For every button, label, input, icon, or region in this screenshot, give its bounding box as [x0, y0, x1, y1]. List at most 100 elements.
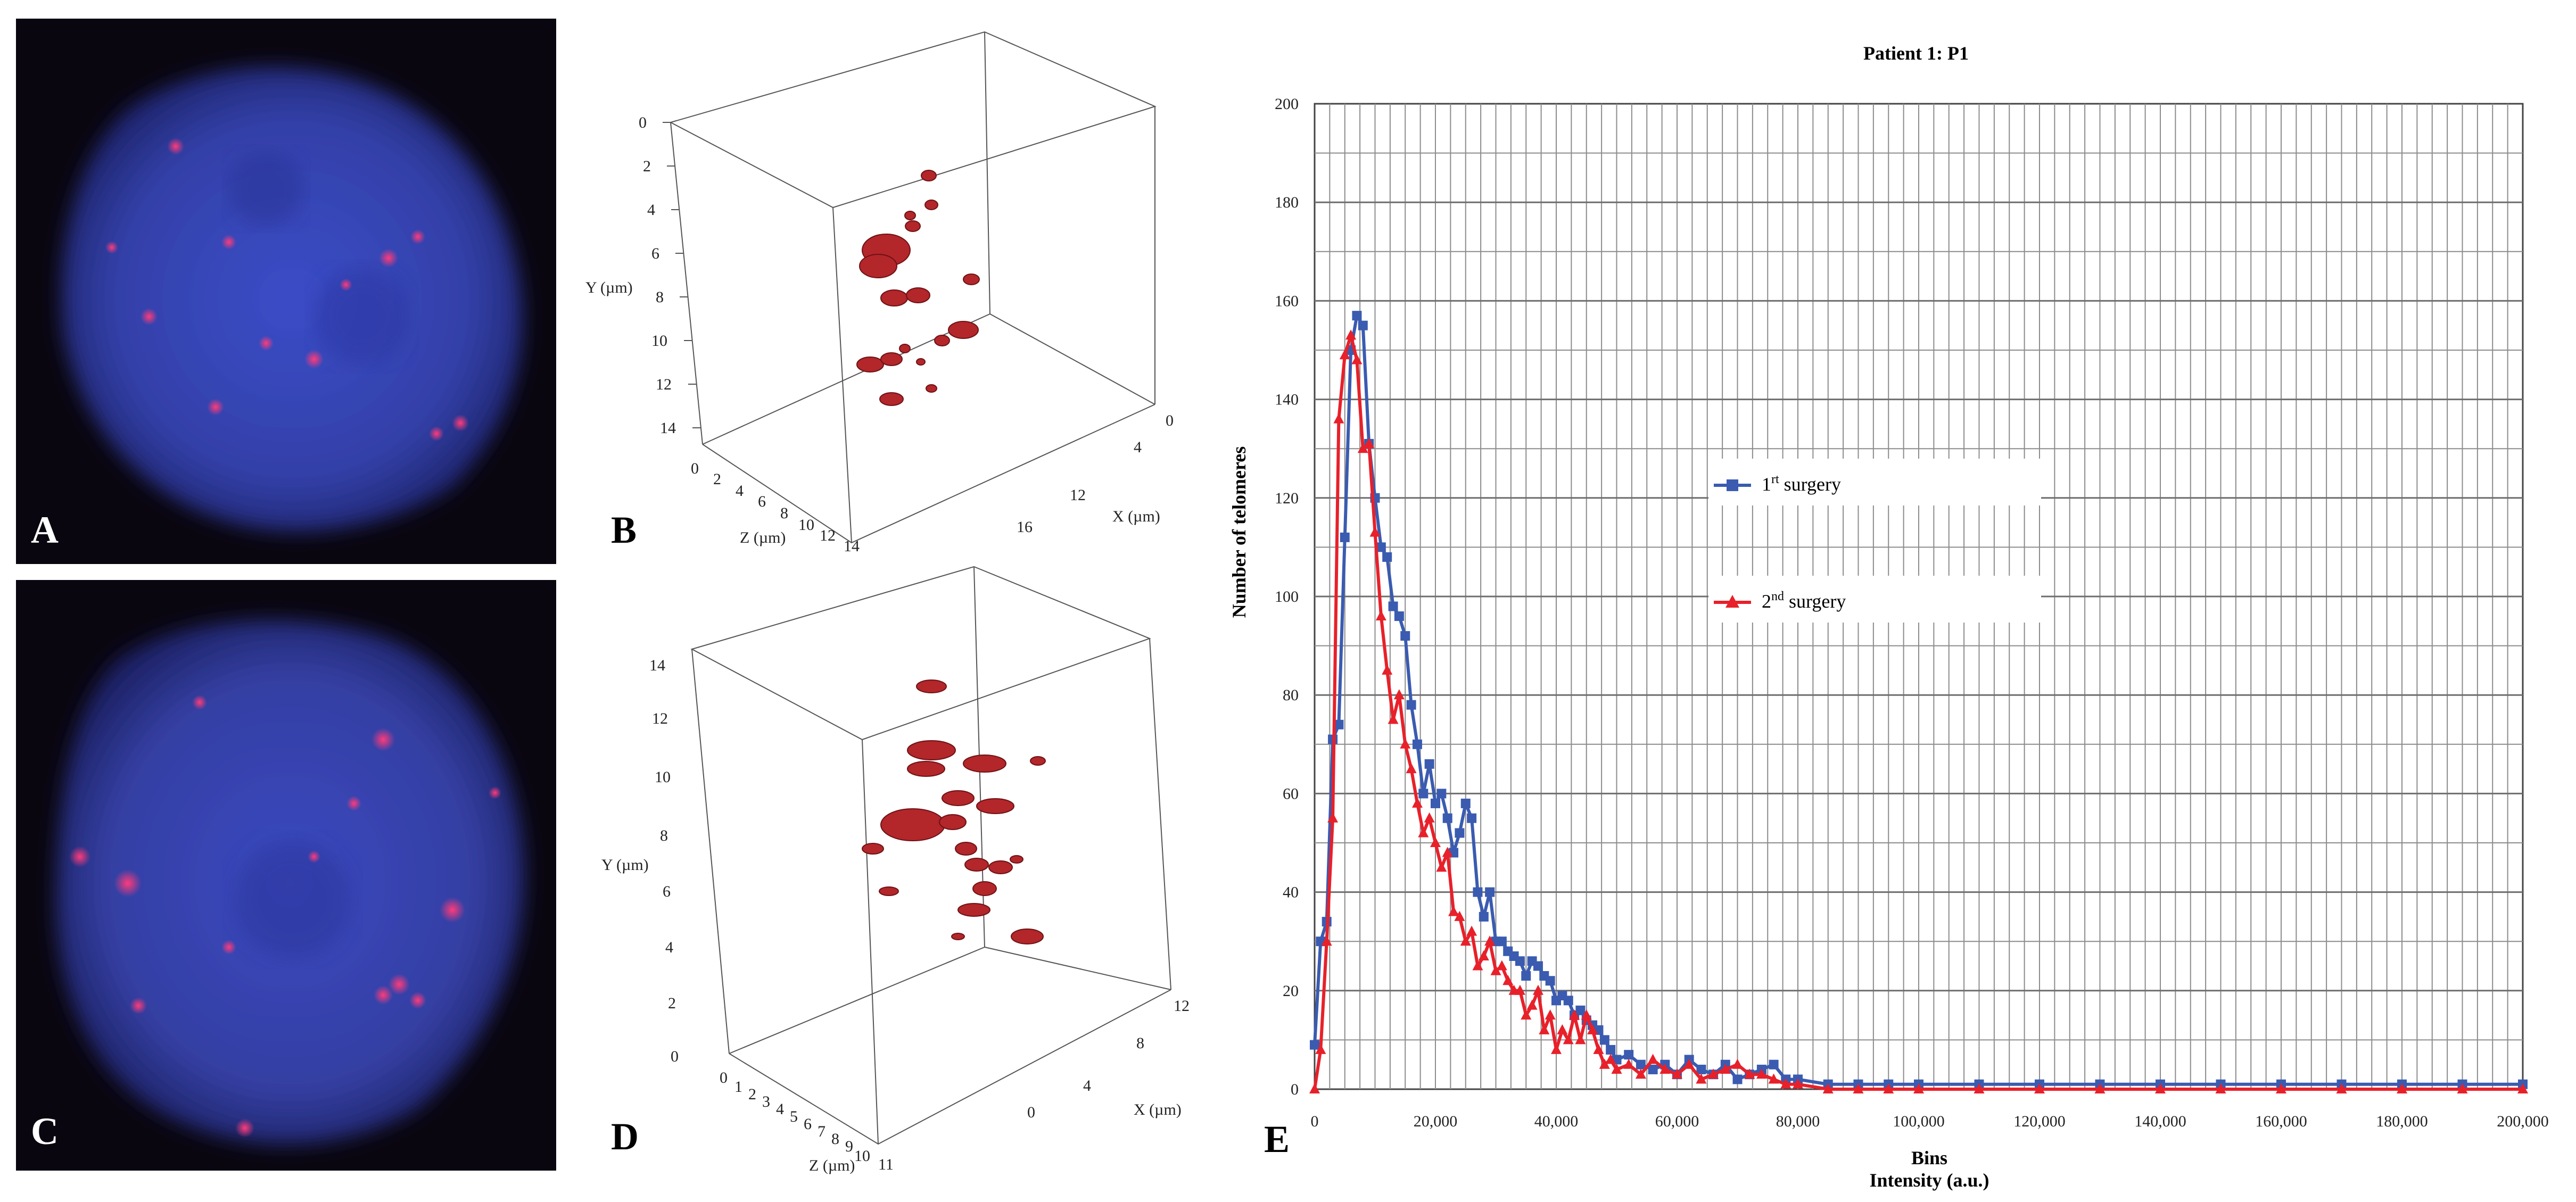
- b-ztick-6: 12: [820, 527, 836, 544]
- data-point: [2276, 1083, 2286, 1093]
- d-ztick-11: 11: [878, 1156, 894, 1173]
- d-ztick-4: 4: [776, 1100, 784, 1118]
- y-tick-label: 200: [1275, 95, 1299, 113]
- b-ytick-7: 14: [660, 419, 676, 437]
- data-point: [2215, 1083, 2226, 1093]
- data-point: [1683, 1058, 1695, 1069]
- data-point: [1364, 437, 1375, 448]
- d-ztick-9: 9: [845, 1138, 853, 1155]
- b-ytick-6: 12: [656, 376, 672, 393]
- chart-title: Patient 1: P1: [1863, 43, 1969, 64]
- b-ztick-7: 14: [844, 537, 860, 553]
- d-ylabel: Y (µm): [601, 856, 649, 874]
- y-tick-label: 140: [1275, 391, 1299, 409]
- data-point: [1648, 1064, 1658, 1074]
- y-tick-label: 180: [1275, 194, 1299, 211]
- data-point: [1623, 1058, 1634, 1069]
- y-axis-ticks: 0 20 40 60 80 100 120 140 160 180 200: [1275, 95, 1299, 1098]
- data-point: [1532, 984, 1543, 995]
- d-ztick-1: 1: [734, 1078, 742, 1096]
- data-point: [1400, 738, 1411, 749]
- y-tick-label: 120: [1275, 490, 1299, 507]
- data-point: [1913, 1083, 1924, 1093]
- y-tick-label: 20: [1283, 982, 1299, 1000]
- data-point: [1496, 960, 1507, 971]
- data-point: [1768, 1073, 1779, 1084]
- data-point: [1430, 837, 1441, 847]
- d-ytick-4: 8: [660, 827, 668, 844]
- d-ytick-1: 2: [668, 994, 676, 1012]
- data-point: [1345, 329, 1357, 340]
- series-line: [1313, 334, 2523, 1091]
- data-point: [1822, 1083, 1834, 1093]
- d-xtick-3: 12: [1174, 997, 1190, 1015]
- y-tick-label: 160: [1275, 292, 1299, 310]
- y-tick-label: 100: [1275, 588, 1299, 606]
- d-xtick-2: 8: [1136, 1034, 1144, 1052]
- data-point: [1521, 971, 1531, 981]
- data-point: [1659, 1063, 1671, 1074]
- data-point: [1352, 311, 1362, 321]
- d-ytick-3: 6: [663, 883, 671, 900]
- x-tick-label: 60,000: [1655, 1113, 1699, 1130]
- data-point: [1720, 1063, 1731, 1074]
- data-point: [1581, 1009, 1592, 1020]
- data-point: [1394, 611, 1404, 621]
- data-point: [1605, 1054, 1616, 1064]
- legend-label-1: 1rt surgery: [1762, 472, 1841, 495]
- b-ztick-0: 0: [691, 460, 699, 477]
- b-xtick-0: 0: [1166, 412, 1174, 429]
- data-point: [1375, 610, 1386, 621]
- micrograph-c: [16, 580, 556, 1171]
- data-point: [1418, 789, 1429, 799]
- b-ztick-1: 2: [713, 470, 721, 488]
- render-3d-b: 0 2 4 6 8 10 12 14 Y (µm) 0 2 4 6 8 10 1…: [585, 31, 1174, 553]
- data-point: [1732, 1058, 1743, 1069]
- d-ztick-6: 6: [804, 1115, 812, 1133]
- data-point: [1769, 1059, 1779, 1070]
- data-point: [1351, 354, 1363, 364]
- data-point: [1411, 797, 1423, 808]
- data-point: [1418, 827, 1429, 838]
- data-point: [1431, 798, 1440, 808]
- data-point: [1732, 1074, 1743, 1084]
- legend-label-2: 2nd surgery: [1762, 590, 1846, 612]
- data-point: [1624, 1050, 1634, 1060]
- legend-marker-1: [1727, 479, 1738, 491]
- data-point: [1310, 1040, 1319, 1050]
- data-point: [1599, 1058, 1610, 1069]
- data-point: [1696, 1064, 1706, 1074]
- x-tick-label: 140,000: [2134, 1113, 2186, 1130]
- panel-label-c: C: [31, 1110, 59, 1153]
- data-point: [1340, 532, 1350, 542]
- data-point: [2094, 1083, 2106, 1093]
- b-ztick-3: 6: [758, 493, 766, 510]
- data-point: [1406, 763, 1417, 774]
- x-tick-label: 180,000: [2376, 1113, 2428, 1130]
- d-ztick-0: 0: [720, 1069, 728, 1087]
- b-zlabel: Z (µm): [740, 529, 786, 546]
- data-point: [1756, 1068, 1767, 1079]
- data-point: [1442, 847, 1453, 857]
- data-point: [1793, 1078, 1803, 1089]
- data-point: [1376, 542, 1386, 552]
- d-ytick-6: 12: [652, 710, 668, 727]
- data-point: [1412, 739, 1422, 749]
- y-tick-label: 80: [1283, 686, 1299, 704]
- data-point: [1393, 689, 1405, 700]
- data-point: [1460, 935, 1471, 946]
- x-tick-label: 80,000: [1776, 1113, 1820, 1130]
- b-xlabel: X (µm): [1112, 508, 1160, 525]
- y-axis-label: Number of telomeres: [1228, 446, 1250, 618]
- series-2: [1309, 329, 2528, 1093]
- data-point: [1883, 1083, 1894, 1093]
- d-ztick-5: 5: [790, 1108, 798, 1125]
- b-ytick-4: 8: [656, 288, 664, 306]
- b-xtick-3: 16: [1017, 518, 1033, 536]
- panel-label-a: A: [31, 509, 59, 551]
- data-point: [1484, 935, 1496, 946]
- data-point: [1569, 1009, 1580, 1020]
- data-point: [1853, 1083, 1864, 1093]
- data-point: [1974, 1083, 1985, 1093]
- legend-marker-2: [1725, 595, 1739, 608]
